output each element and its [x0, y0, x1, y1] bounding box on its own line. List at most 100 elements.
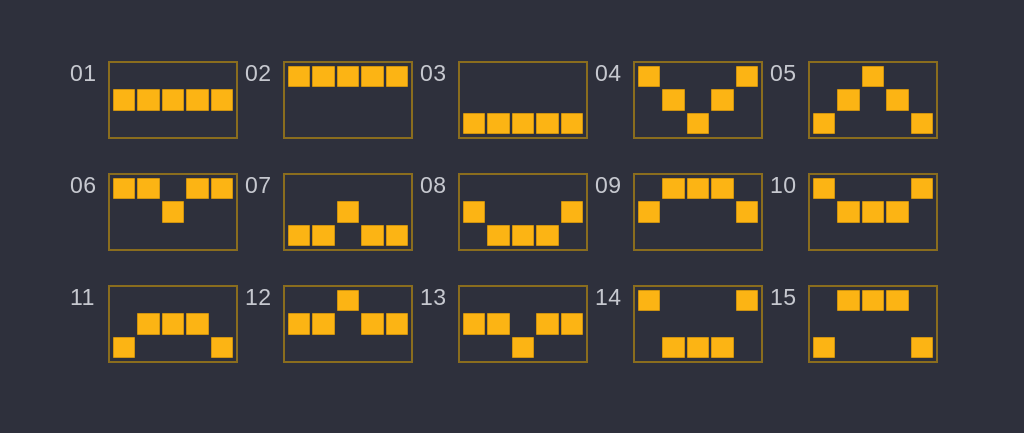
payline-cell-filled	[886, 89, 909, 111]
payline-cell-empty	[113, 290, 135, 311]
payline-cell-empty	[463, 337, 485, 358]
payline-cell-filled	[735, 290, 758, 312]
payline-cell-filled	[361, 224, 384, 246]
payline-cell-empty	[662, 201, 684, 222]
payline-cell-empty	[361, 337, 383, 358]
payline-cell-empty	[463, 89, 485, 110]
payline-cell-empty	[312, 113, 334, 134]
payline-cell-empty	[687, 225, 709, 246]
payline-cell-empty	[463, 290, 485, 311]
payline-pattern-box	[108, 285, 238, 363]
payline-cell-empty	[361, 113, 383, 134]
payline-number: 03	[420, 60, 447, 86]
payline-cell-empty	[638, 89, 660, 110]
payline-cell-filled	[186, 178, 209, 200]
payline-cell-empty	[561, 89, 583, 110]
payline-cell-filled	[385, 224, 408, 246]
payline-cell-filled	[385, 313, 408, 335]
payline-cell-empty	[288, 178, 310, 199]
payline-item: 06	[70, 172, 245, 252]
payline-cell-filled	[886, 290, 909, 312]
payline-cell-empty	[813, 201, 835, 222]
payline-cell-filled	[735, 201, 758, 223]
payline-cell-filled	[487, 313, 510, 335]
payline-cell-empty	[337, 337, 359, 358]
payline-number: 15	[770, 284, 797, 310]
payline-pattern-box	[458, 61, 588, 139]
payline-item: 05	[770, 60, 945, 140]
payline-item: 01	[70, 60, 245, 140]
payline-cell-empty	[288, 89, 310, 110]
payline-cell-filled	[662, 178, 685, 200]
payline-cell-empty	[386, 89, 408, 110]
payline-cell-filled	[536, 313, 559, 335]
payline-cell-empty	[288, 113, 310, 134]
payline-cell-filled	[910, 112, 933, 134]
payline-cell-filled	[536, 112, 559, 134]
payline-item: 11	[70, 284, 245, 364]
payline-pattern-box	[808, 285, 938, 363]
payline-cell-empty	[487, 66, 509, 87]
payline-cell-empty	[711, 66, 733, 87]
payline-cell-empty	[886, 313, 908, 334]
payline-cell-filled	[288, 313, 311, 335]
payline-cell-filled	[560, 112, 583, 134]
payline-cell-filled	[735, 66, 758, 88]
payline-cell-empty	[312, 89, 334, 110]
paylines-grid: 01 02 03 04 05 06 07 08 09 10 11 12 13 14 15	[70, 60, 945, 364]
payline-cell-empty	[137, 225, 159, 246]
payline-cell-empty	[211, 290, 233, 311]
payline-cell-empty	[361, 201, 383, 222]
payline-cell-filled	[511, 224, 535, 246]
payline-cell-filled	[463, 112, 486, 134]
payline-cell-empty	[886, 225, 908, 246]
payline-pattern-box	[808, 173, 938, 251]
payline-cell-empty	[736, 337, 758, 358]
payline-cell-empty	[886, 337, 908, 358]
payline-cell-filled	[463, 201, 486, 223]
payline-cell-filled	[137, 313, 160, 335]
payline-cell-empty	[837, 66, 859, 87]
payline-cell-empty	[211, 201, 233, 222]
payline-cell-empty	[561, 178, 583, 199]
payline-cell-empty	[687, 290, 709, 311]
payline-cell-empty	[186, 337, 208, 358]
payline-item: 12	[245, 284, 420, 364]
payline-cell-filled	[336, 290, 360, 312]
payline-cell-empty	[487, 178, 509, 199]
payline-cell-empty	[886, 178, 908, 199]
payline-cell-empty	[736, 225, 758, 246]
payline-cell-empty	[662, 313, 684, 334]
payline-cell-empty	[312, 178, 334, 199]
payline-pattern-box	[108, 61, 238, 139]
payline-item: 09	[595, 172, 770, 252]
payline-cell-empty	[186, 113, 208, 134]
payline-cell-empty	[361, 290, 383, 311]
payline-cell-filled	[813, 112, 836, 134]
payline-cell-filled	[536, 224, 559, 246]
payline-cell-filled	[837, 89, 860, 111]
payline-cell-filled	[161, 89, 185, 111]
payline-cell-empty	[312, 337, 334, 358]
payline-cell-filled	[686, 178, 710, 200]
payline-pattern-box	[633, 61, 763, 139]
payline-cell-filled	[837, 201, 860, 223]
payline-cell-empty	[862, 113, 884, 134]
payline-cell-empty	[711, 201, 733, 222]
payline-cell-empty	[361, 178, 383, 199]
payline-number: 01	[70, 60, 97, 86]
payline-cell-filled	[886, 201, 909, 223]
payline-cell-filled	[210, 178, 233, 200]
payline-cell-empty	[837, 225, 859, 246]
payline-cell-empty	[813, 66, 835, 87]
payline-cell-filled	[137, 89, 160, 111]
payline-cell-empty	[561, 66, 583, 87]
payline-cell-filled	[113, 178, 136, 200]
payline-cell-empty	[687, 89, 709, 110]
payline-cell-empty	[536, 89, 558, 110]
payline-cell-empty	[487, 290, 509, 311]
payline-number: 11	[70, 284, 95, 310]
payline-cell-empty	[162, 178, 184, 199]
payline-cell-empty	[186, 225, 208, 246]
payline-item: 02	[245, 60, 420, 140]
